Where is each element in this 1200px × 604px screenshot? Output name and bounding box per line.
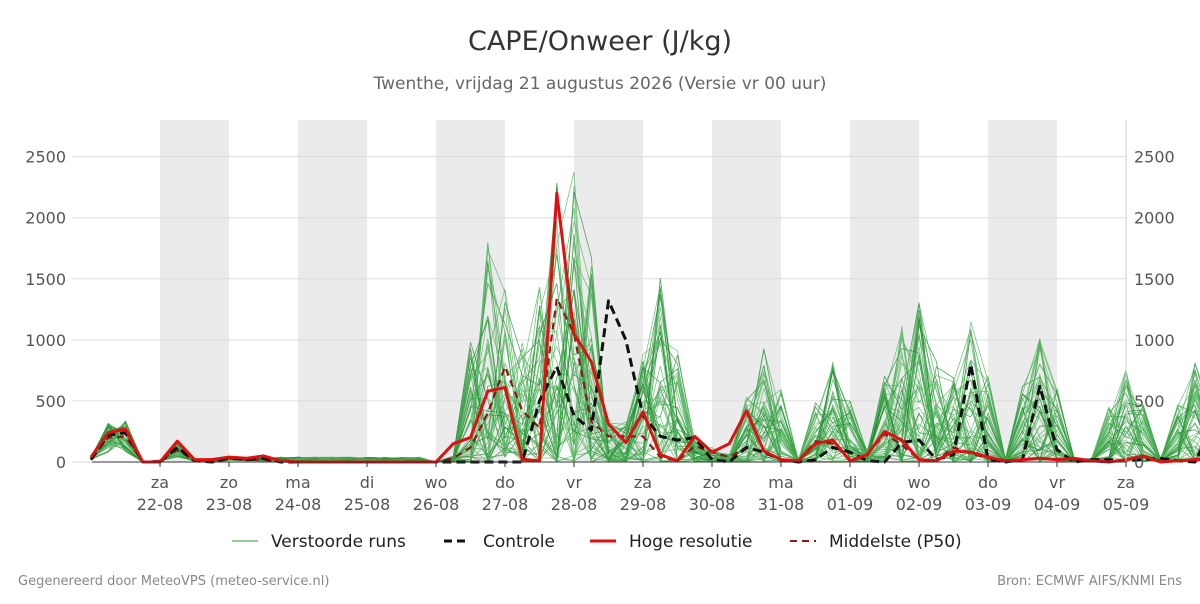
ytick-left-500: 500 xyxy=(35,392,66,411)
xtick-day-1: zo xyxy=(220,473,238,492)
xtick-date-12: 03-09 xyxy=(965,495,1012,514)
xtick-date-11: 02-09 xyxy=(896,495,943,514)
xtick-date-1: 23-08 xyxy=(206,495,253,514)
shade-band-0 xyxy=(160,120,229,462)
xtick-day-11: wo xyxy=(908,473,931,492)
xtick-date-4: 26-08 xyxy=(413,495,460,514)
xtick-date-9: 31-08 xyxy=(758,495,805,514)
xtick-day-0: za xyxy=(151,473,169,492)
ytick-right-0: 0 xyxy=(1134,453,1144,472)
ytick-left-2500: 2500 xyxy=(25,148,66,167)
chart-subtitle: Twenthe, vrijdag 21 augustus 2026 (Versi… xyxy=(373,74,827,94)
xtick-day-4: wo xyxy=(425,473,448,492)
ytick-right-1000: 1000 xyxy=(1134,331,1175,350)
legend: Verstoorde runs Controle Hoge resolutie … xyxy=(232,532,962,552)
xtick-day-6: vr xyxy=(566,473,582,492)
legend-control-label: Controle xyxy=(483,532,555,552)
ytick-left-1000: 1000 xyxy=(25,331,66,350)
xtick-date-6: 28-08 xyxy=(551,495,598,514)
ensemble-run-40 xyxy=(90,332,1200,463)
chart-title: CAPE/Onweer (J/kg) xyxy=(468,26,732,57)
ytick-left-1500: 1500 xyxy=(25,270,66,289)
xtick-day-3: di xyxy=(360,473,375,492)
legend-ensemble-label: Verstoorde runs xyxy=(271,532,406,552)
footer-generated-by: Gegenereerd door MeteoVPS (meteo-service… xyxy=(18,574,329,589)
xtick-day-14: za xyxy=(1117,473,1135,492)
series-hoge-resolutie xyxy=(89,191,1200,464)
xtick-date-7: 29-08 xyxy=(620,495,667,514)
xtick-date-10: 01-09 xyxy=(827,495,874,514)
axes: 0 0 500 500 1000 1000 1500 1500 2000 2000 2500 2500… xyxy=(25,120,1175,514)
ytick-left-2000: 2000 xyxy=(25,209,66,228)
ytick-right-500: 500 xyxy=(1134,392,1165,411)
footer-source: Bron: ECMWF AIFS/KNMI Ens xyxy=(997,574,1182,589)
xtick-date-5: 27-08 xyxy=(482,495,529,514)
xtick-day-9: ma xyxy=(768,473,793,492)
xtick-day-12: do xyxy=(978,473,998,492)
legend-hires-label: Hoge resolutie xyxy=(629,532,753,552)
xtick-date-13: 04-09 xyxy=(1034,495,1081,514)
legend-median-label: Middelste (P50) xyxy=(829,532,962,552)
xtick-date-8: 30-08 xyxy=(689,495,736,514)
weekend-shading xyxy=(160,120,1057,462)
ytick-left-0: 0 xyxy=(56,453,66,472)
ensemble-run-34 xyxy=(90,318,1200,463)
ytick-right-2500: 2500 xyxy=(1134,148,1175,167)
xtick-day-5: do xyxy=(495,473,515,492)
shade-band-1 xyxy=(298,120,367,462)
ytick-right-1500: 1500 xyxy=(1134,270,1175,289)
xtick-date-3: 25-08 xyxy=(344,495,391,514)
xtick-date-0: 22-08 xyxy=(137,495,184,514)
xtick-day-8: zo xyxy=(703,473,721,492)
xtick-day-2: ma xyxy=(285,473,310,492)
xtick-day-13: vr xyxy=(1049,473,1065,492)
xtick-day-10: di xyxy=(843,473,858,492)
ytick-right-2000: 2000 xyxy=(1134,209,1175,228)
xtick-date-14: 05-09 xyxy=(1103,495,1150,514)
xtick-day-7: za xyxy=(634,473,652,492)
xtick-date-2: 24-08 xyxy=(275,495,322,514)
